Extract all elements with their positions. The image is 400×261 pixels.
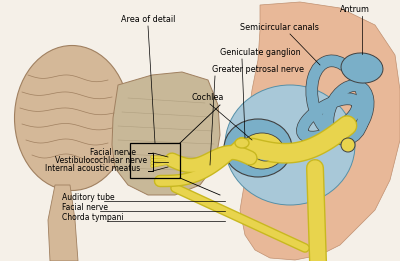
Text: Internal acoustic meatus: Internal acoustic meatus — [45, 164, 140, 173]
Ellipse shape — [341, 53, 383, 83]
Text: Facial nerve: Facial nerve — [90, 148, 136, 157]
Polygon shape — [240, 2, 400, 260]
Ellipse shape — [14, 45, 130, 191]
Ellipse shape — [224, 119, 292, 177]
Text: Area of detail: Area of detail — [121, 15, 175, 24]
Ellipse shape — [255, 145, 275, 161]
Ellipse shape — [341, 138, 355, 152]
Text: Chorda tympani: Chorda tympani — [62, 213, 124, 222]
Text: Cochlea: Cochlea — [192, 93, 224, 102]
Ellipse shape — [240, 133, 284, 169]
Ellipse shape — [235, 138, 249, 148]
Ellipse shape — [225, 85, 355, 205]
Text: Auditory tube: Auditory tube — [62, 193, 115, 202]
Text: Greater petrosal nerve: Greater petrosal nerve — [212, 65, 304, 74]
Text: Antrum: Antrum — [340, 5, 370, 14]
Text: Semicircular canals: Semicircular canals — [240, 23, 319, 32]
Text: Geniculate ganglion: Geniculate ganglion — [220, 48, 301, 57]
Text: Facial nerve: Facial nerve — [62, 203, 108, 212]
Polygon shape — [112, 72, 220, 195]
Polygon shape — [48, 185, 78, 261]
Text: Vestibulocochlear nerve: Vestibulocochlear nerve — [55, 156, 147, 165]
